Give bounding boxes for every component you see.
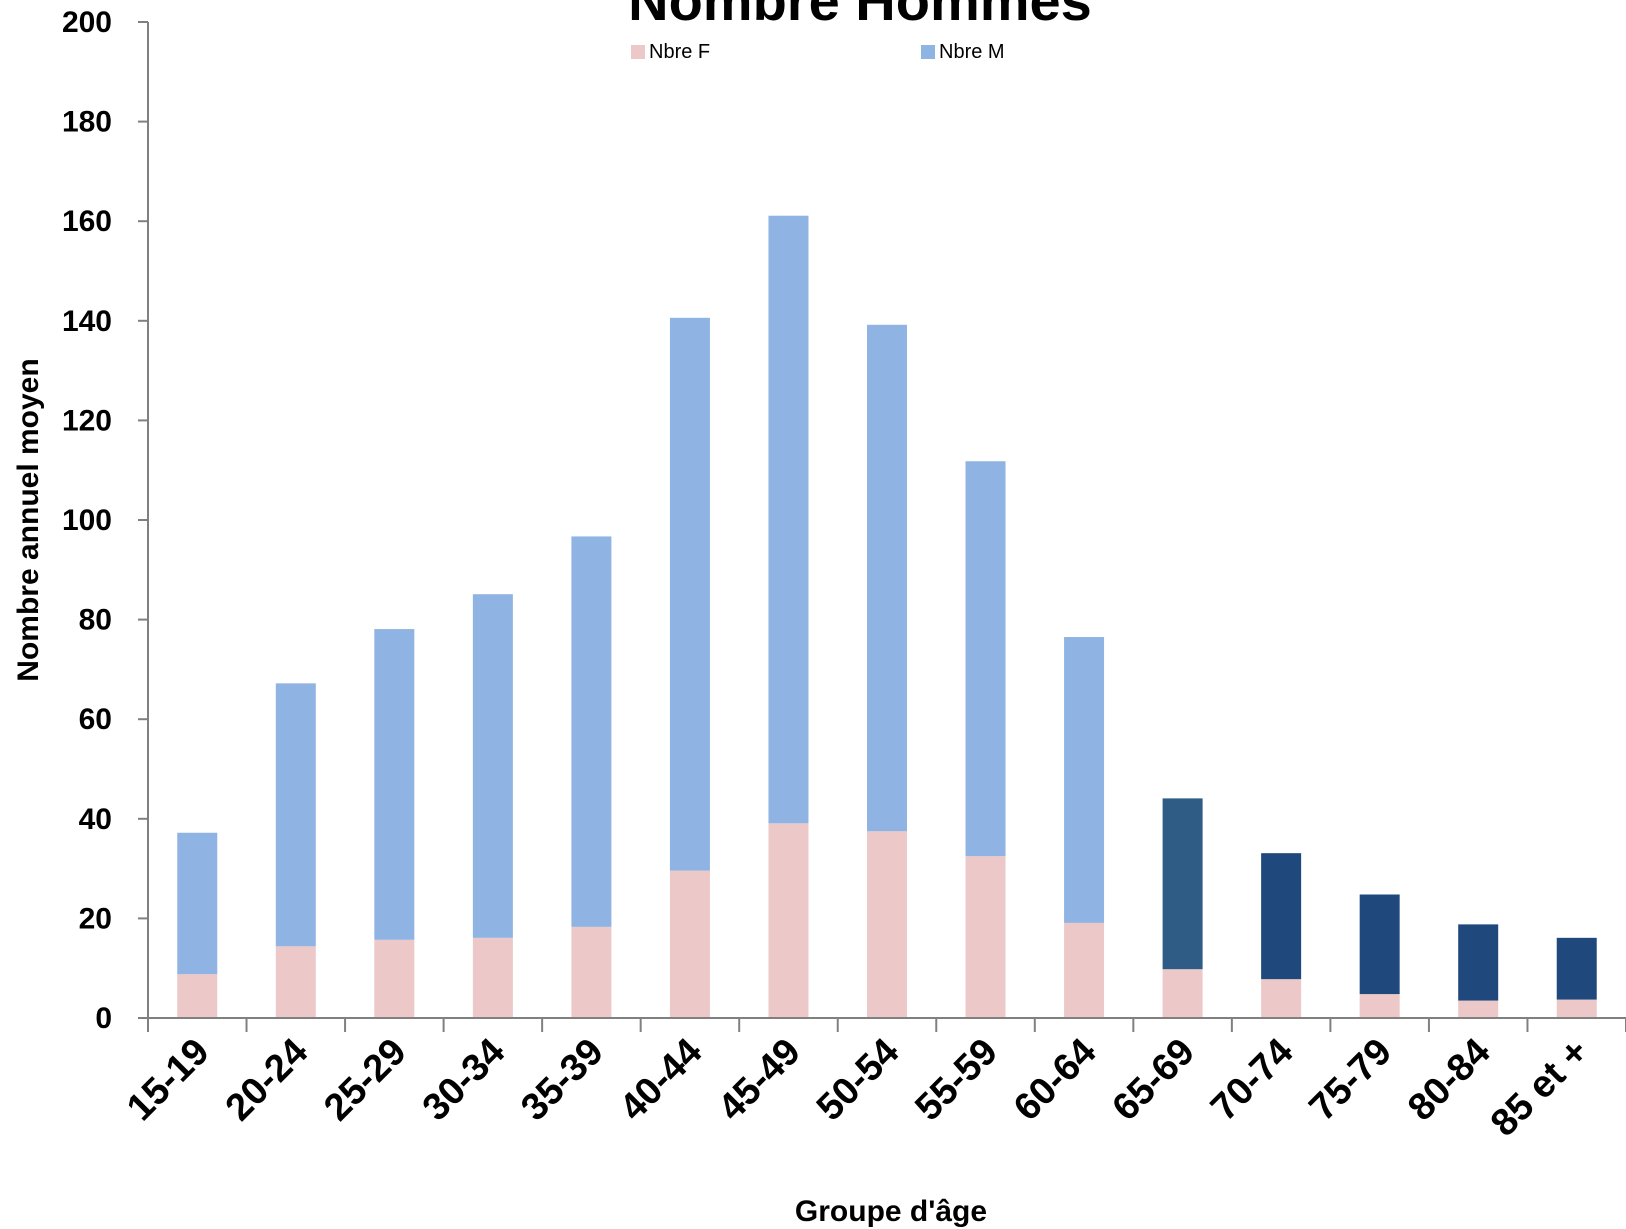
y-tick-label: 60 (79, 703, 112, 736)
bar-nbre-f-55-59 (965, 856, 1006, 1018)
x-tick-label: 45-49 (710, 1031, 808, 1129)
x-tick-label: 60-64 (1006, 1031, 1104, 1129)
x-tick-label: 65-69 (1105, 1031, 1203, 1129)
legend-label-nbre-f: Nbre F (649, 41, 710, 63)
bar-nbre-m-30-34 (472, 594, 513, 938)
x-tick-label: 55-59 (907, 1031, 1005, 1129)
bar-nbre-m-70-74 (1261, 853, 1302, 980)
y-tick-label: 100 (62, 504, 112, 537)
bar-nbre-f-20-24 (275, 946, 316, 1018)
x-tick-label: 35-39 (513, 1031, 611, 1129)
chart-title: Nombre Hommes (628, 0, 1092, 32)
bar-nbre-f-60-64 (1064, 922, 1105, 1018)
bar-nbre-m-80-84 (1458, 924, 1499, 1001)
y-tick-label: 80 (79, 604, 112, 637)
bar-nbre-m-45-49 (768, 215, 809, 824)
legend: Nbre F Nbre M (631, 41, 1005, 63)
x-axis-label: Groupe d'âge (795, 1195, 987, 1228)
bar-nbre-f-70-74 (1261, 979, 1302, 1018)
x-tick-label: 70-74 (1203, 1031, 1301, 1129)
x-tick-label: 30-34 (415, 1031, 513, 1129)
x-tick-label: 50-54 (809, 1031, 907, 1129)
x-tick-label: 40-44 (612, 1031, 710, 1129)
x-tick-label: 20-24 (218, 1031, 316, 1129)
bar-nbre-m-35-39 (571, 536, 612, 927)
bar-nbre-m-85-et- (1556, 937, 1597, 1000)
y-tick-label: 0 (95, 1002, 112, 1035)
bar-nbre-f-80-84 (1458, 1000, 1499, 1018)
y-tick-label: 200 (62, 6, 112, 39)
bar-nbre-f-40-44 (669, 870, 710, 1018)
bar-nbre-m-25-29 (374, 629, 415, 940)
y-tick-label: 160 (62, 205, 112, 238)
legend-swatch-nbre-f (631, 45, 645, 59)
legend-swatch-nbre-m (921, 45, 935, 59)
plot-area: 0 20 40 60 80 100 120 140 160 180 200 15-19 20-24 25-… (62, 6, 1626, 1145)
y-tick-label: 140 (62, 305, 112, 338)
bar-nbre-m-60-64 (1064, 637, 1105, 923)
bar-nbre-f-25-29 (374, 939, 415, 1018)
bar-nbre-m-55-59 (965, 461, 1006, 857)
bar-nbre-m-20-24 (275, 683, 316, 947)
y-tick-label: 20 (79, 902, 112, 935)
bar-nbre-f-15-19 (177, 974, 218, 1018)
bar-nbre-f-65-69 (1162, 969, 1203, 1018)
y-tick-label: 180 (62, 106, 112, 139)
bar-nbre-f-75-79 (1359, 994, 1400, 1018)
x-tick-label: 75-79 (1302, 1031, 1400, 1129)
bar-nbre-f-45-49 (768, 823, 809, 1018)
y-tick-label: 40 (79, 803, 112, 836)
bar-nbre-f-50-54 (867, 831, 907, 1018)
legend-label-nbre-m: Nbre M (939, 41, 1005, 63)
bar-nbre-m-40-44 (669, 317, 710, 871)
x-tick-label: 85 et + (1483, 1031, 1597, 1145)
bar-nbre-f-35-39 (571, 926, 612, 1018)
x-tick-label: 15-19 (119, 1031, 217, 1129)
y-axis-label: Nombre annuel moyen (12, 358, 45, 681)
bar-nbre-f-30-34 (472, 937, 513, 1018)
bar-nbre-m-65-69 (1162, 798, 1203, 970)
bar-nbre-m-75-79 (1359, 894, 1400, 995)
x-tick-label: 25-29 (316, 1031, 414, 1129)
bar-nbre-m-15-19 (177, 832, 218, 975)
bar-nbre-m-50-54 (867, 324, 907, 832)
y-tick-label: 120 (62, 404, 112, 437)
bar-nbre-f-85-et- (1556, 999, 1597, 1018)
